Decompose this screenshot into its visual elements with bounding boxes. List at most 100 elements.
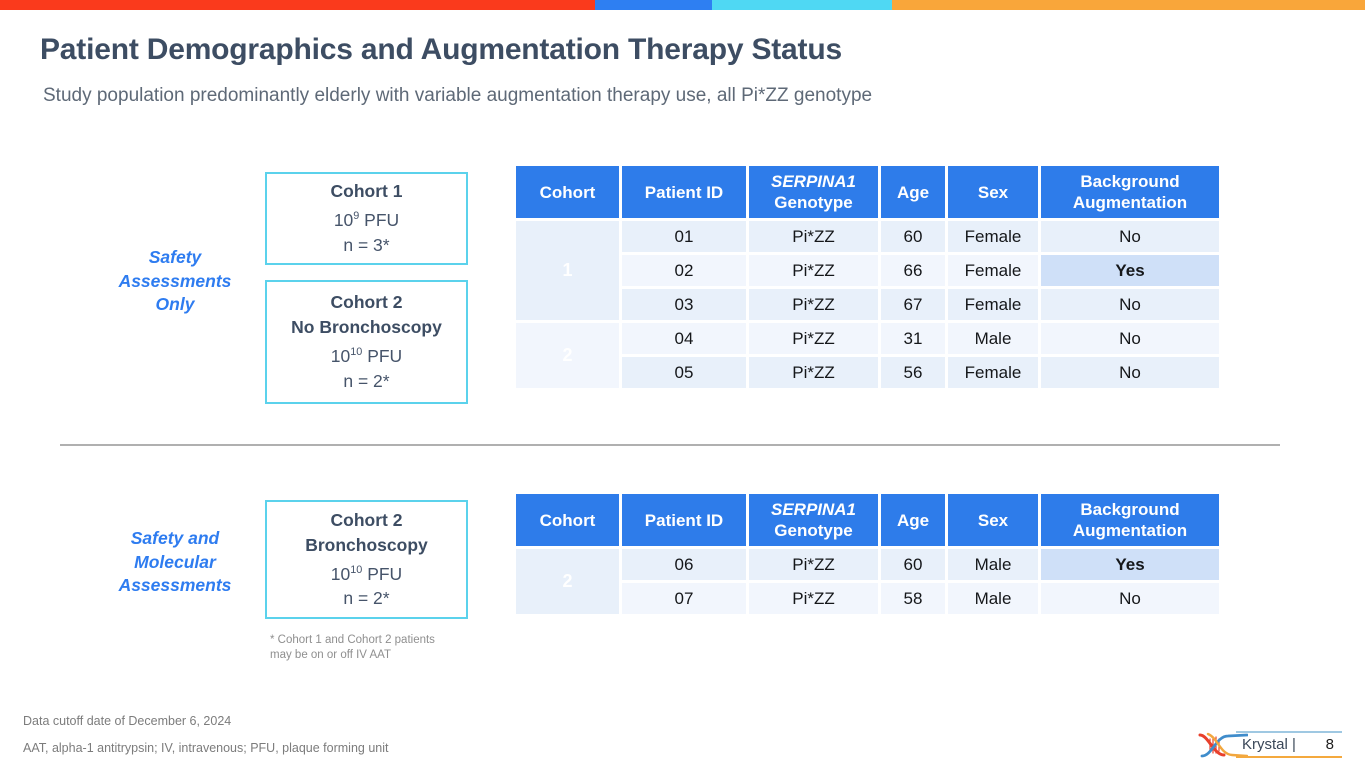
cell-augmentation-highlighted: Yes xyxy=(1038,252,1222,289)
cohort-box-n: n = 2* xyxy=(343,588,390,609)
table-row: 2 06 Pi*ZZ 60 Male Yes xyxy=(513,546,1222,617)
cell-sex: Female xyxy=(945,252,1041,289)
header-cohort: Cohort xyxy=(513,491,622,549)
header-age: Age xyxy=(878,163,948,221)
accent-bar-red-segment xyxy=(0,0,595,10)
header-sex: Sex xyxy=(945,163,1041,221)
cohort-box-title: Cohort 1 xyxy=(330,181,403,202)
cell-sex: Male xyxy=(945,546,1041,583)
page-number: 8 xyxy=(1325,736,1334,753)
section-label-line: Safety and xyxy=(130,528,220,548)
cell-age: 60 xyxy=(878,546,948,583)
cell-age: 58 xyxy=(878,580,948,617)
cell-age: 60 xyxy=(878,218,948,255)
header-background-augmentation: Background Augmentation xyxy=(1038,491,1222,549)
page-subtitle: Study population predominantly elderly w… xyxy=(43,85,873,106)
cell-genotype: Pi*ZZ xyxy=(746,320,881,357)
cell-patient-id: 05 xyxy=(619,354,749,391)
cell-genotype: Pi*ZZ xyxy=(746,218,881,255)
cell-augmentation: No xyxy=(1038,580,1222,617)
cell-sex: Female xyxy=(945,354,1041,391)
cohort-box-dose: 1010 PFU xyxy=(330,563,403,584)
accent-bar-blue-segment xyxy=(595,0,712,10)
cell-augmentation-highlighted: Yes xyxy=(1038,546,1222,583)
cell-sex: Male xyxy=(945,320,1041,357)
cell-genotype: Pi*ZZ xyxy=(746,354,881,391)
cell-genotype: Pi*ZZ xyxy=(746,546,881,583)
cell-genotype: Pi*ZZ xyxy=(746,580,881,617)
accent-bar-cyan-segment xyxy=(712,0,892,10)
cell-augmentation: No xyxy=(1038,354,1222,391)
table-row: 2 04 Pi*ZZ 31 Male No xyxy=(513,320,1222,391)
section-divider xyxy=(60,444,1280,446)
section-label-line: Assessments xyxy=(118,270,232,291)
demographics-table-top: Cohort Patient ID SERPINA1 Genotype Age S… xyxy=(513,163,1222,391)
cohort-box-subtitle: No Bronchoscopy xyxy=(291,317,442,338)
cohort-2-no-bronchoscopy-box: Cohort 2 No Bronchoscopy 1010 PFU n = 2* xyxy=(265,280,468,404)
table-row: 07 Pi*ZZ 58 Male No xyxy=(515,580,1222,617)
header-serpina1-genotype: SERPINA1 Genotype xyxy=(746,163,881,221)
cell-sex: Female xyxy=(945,286,1041,323)
cell-age: 66 xyxy=(878,252,948,289)
cohort-group-cell: 1 xyxy=(513,218,622,323)
section-label-safety-assessments-only: Safety Assessments Only xyxy=(75,246,275,317)
cell-patient-id: 06 xyxy=(619,546,749,583)
header-age: Age xyxy=(878,491,948,549)
cell-patient-id: 03 xyxy=(619,286,749,323)
section-label-line: Only xyxy=(155,294,195,314)
table-row: 05 Pi*ZZ 56 Female No xyxy=(515,354,1222,391)
cohort-box-title: Cohort 2 xyxy=(330,292,403,313)
cohort-box-n: n = 3* xyxy=(343,234,390,255)
header-serpina1-genotype: SERPINA1 Genotype xyxy=(746,491,881,549)
cell-age: 67 xyxy=(878,286,948,323)
demographics-table-bottom: Cohort Patient ID SERPINA1 Genotype Age S… xyxy=(513,491,1222,617)
table-header-row: Cohort Patient ID SERPINA1 Genotype Age S… xyxy=(513,163,1222,221)
cell-patient-id: 02 xyxy=(619,252,749,289)
footer-data-cutoff: Data cutoff date of December 6, 2024 xyxy=(23,714,232,728)
cell-augmentation: No xyxy=(1038,320,1222,357)
cell-age: 31 xyxy=(878,320,948,357)
table-row: 03 Pi*ZZ 67 Female No xyxy=(515,286,1222,323)
dna-icon xyxy=(1198,732,1248,757)
section-label-line: Assessments xyxy=(118,575,232,595)
cohort-group-cell: 2 xyxy=(513,546,622,617)
table-row: 02 Pi*ZZ 66 Female Yes xyxy=(515,252,1222,289)
brand-text: Krystal | xyxy=(1242,736,1296,753)
cell-augmentation: No xyxy=(1038,286,1222,323)
header-cohort: Cohort xyxy=(513,163,622,221)
accent-bar-orange-segment xyxy=(892,0,1365,10)
footnote-line: * Cohort 1 and Cohort 2 patients xyxy=(270,634,435,646)
cell-sex: Male xyxy=(945,580,1041,617)
cell-patient-id: 07 xyxy=(619,580,749,617)
cell-sex: Female xyxy=(945,218,1041,255)
brand-block: Krystal | 8 xyxy=(1236,731,1342,758)
footer-abbreviations: AAT, alpha-1 antitrypsin; IV, intravenou… xyxy=(23,741,389,755)
cell-genotype: Pi*ZZ xyxy=(746,252,881,289)
table-header-row: Cohort Patient ID SERPINA1 Genotype Age S… xyxy=(513,491,1222,549)
cohort-group-cell: 2 xyxy=(513,320,622,391)
table-row: 1 01 Pi*ZZ 60 Female No xyxy=(513,218,1222,323)
cohort-box-title: Cohort 2 xyxy=(330,509,403,530)
section-label-line: Safety xyxy=(148,247,202,267)
cohort-box-n: n = 2* xyxy=(343,370,390,391)
cohort-box-dose: 109 PFU xyxy=(333,209,400,230)
header-patient-id: Patient ID xyxy=(619,163,749,221)
cell-age: 56 xyxy=(878,354,948,391)
cell-patient-id: 04 xyxy=(619,320,749,357)
top-accent-bar xyxy=(0,0,1365,10)
header-sex: Sex xyxy=(945,491,1041,549)
section-label-safety-and-molecular-assessments: Safety and Molecular Assessments xyxy=(75,527,275,598)
section-label-line: Molecular xyxy=(134,551,216,572)
cohort-1-box: Cohort 1 109 PFU n = 3* xyxy=(265,172,468,265)
footnote-line: may be on or off IV AAT xyxy=(270,648,392,661)
cell-genotype: Pi*ZZ xyxy=(746,286,881,323)
header-background-augmentation: Background Augmentation xyxy=(1038,163,1222,221)
cohort-footnote: * Cohort 1 and Cohort 2 patients may be … xyxy=(270,633,435,662)
header-patient-id: Patient ID xyxy=(619,491,749,549)
cell-patient-id: 01 xyxy=(619,218,749,255)
cohort-box-dose: 1010 PFU xyxy=(330,345,403,366)
krystal-logo: Krystal | 8 xyxy=(1198,731,1342,758)
cell-augmentation: No xyxy=(1038,218,1222,255)
cohort-2-bronchoscopy-box: Cohort 2 Bronchoscopy 1010 PFU n = 2* xyxy=(265,500,468,619)
page-title: Patient Demographics and Augmentation Th… xyxy=(40,33,842,66)
